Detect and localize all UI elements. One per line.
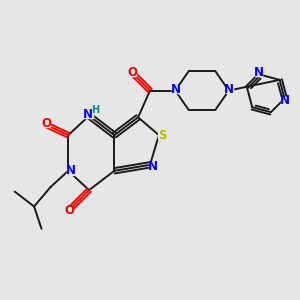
Bar [281,97,288,105]
Bar [255,69,262,76]
Text: O: O [127,66,137,79]
Bar [67,167,74,175]
Text: O: O [41,117,51,130]
Bar [66,207,74,214]
Text: N: N [66,164,76,177]
Bar [172,85,180,93]
Text: H: H [92,106,100,116]
Text: N: N [280,94,290,107]
Text: N: N [82,108,93,121]
Bar [226,85,233,93]
Text: N: N [254,66,263,79]
Bar [158,131,166,139]
Text: N: N [171,82,181,96]
Text: S: S [158,129,166,142]
Bar [149,163,157,170]
Bar [82,110,93,118]
Text: N: N [224,82,234,96]
Bar [42,119,50,127]
Text: N: N [148,160,158,173]
Text: O: O [65,204,75,218]
Bar [128,69,136,76]
